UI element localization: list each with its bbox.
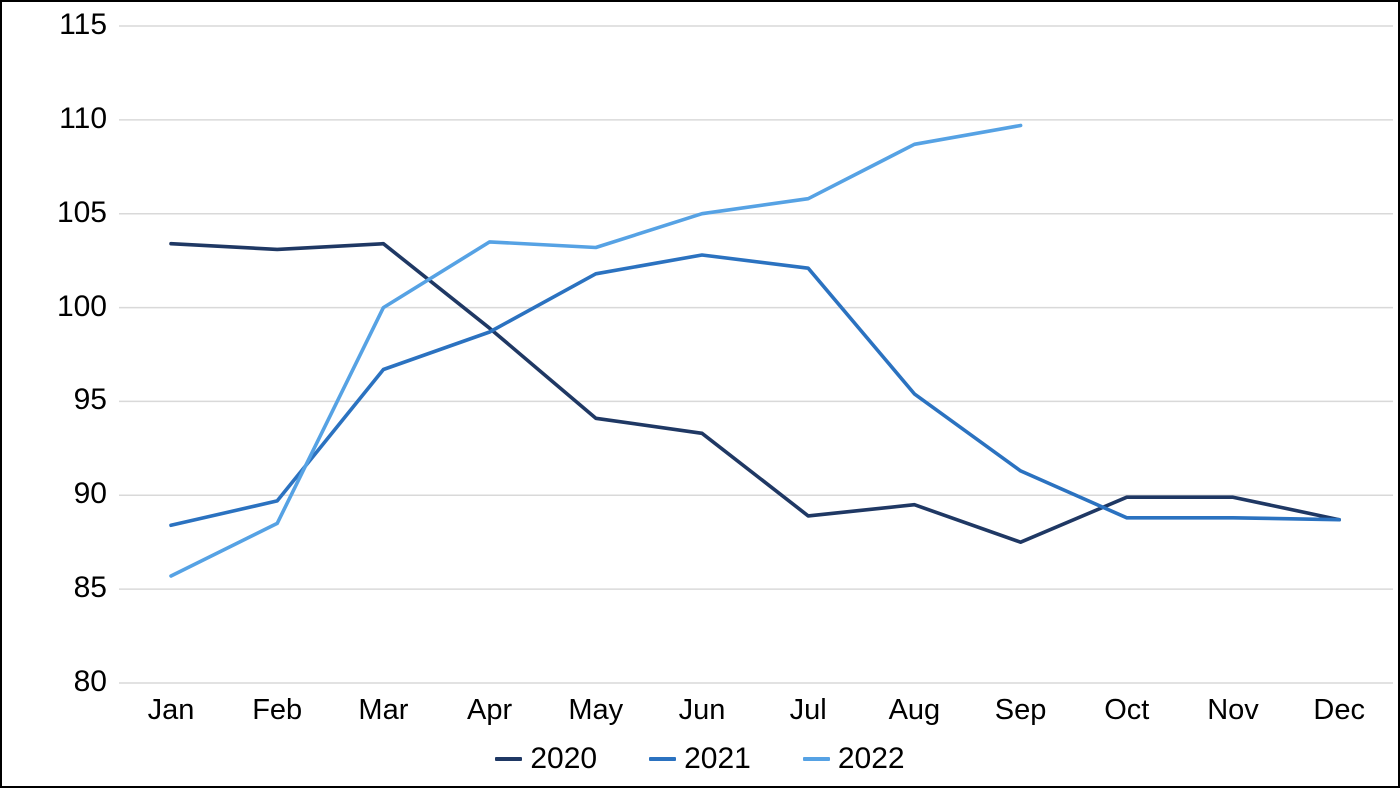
x-axis-tick-label-aug: Aug [888, 694, 941, 726]
x-axis-tick-label-oct: Oct [1104, 694, 1150, 726]
x-axis-tick-label-jul: Jul [789, 694, 827, 726]
y-axis-tick-label-85: 85 [73, 570, 107, 604]
x-axis-tick-label-jun: Jun [678, 694, 726, 726]
x-axis-tick-label-mar: Mar [358, 694, 409, 726]
x-axis-tick-label-jan: Jan [147, 694, 195, 726]
x-axis-tick-label-nov: Nov [1207, 694, 1259, 726]
y-axis-tick-label-100: 100 [56, 289, 107, 323]
y-axis-tick-label-80: 80 [73, 664, 107, 698]
x-axis-tick-label-feb: Feb [252, 694, 303, 726]
y-axis-tick-label-115: 115 [59, 7, 107, 41]
legend-label-2021: 2021 [684, 742, 751, 775]
y-axis-tick-label-95: 95 [73, 383, 107, 417]
legend-label-2020: 2020 [530, 742, 598, 775]
x-axis-tick-label-dec: Dec [1313, 694, 1365, 726]
legend-label-2022: 2022 [837, 742, 905, 775]
legend-marker-2021 [649, 757, 677, 761]
legend-item-2021: 2021 [649, 744, 751, 774]
y-axis-tick-label-105: 105 [56, 195, 107, 229]
series-line-2022 [169, 123, 1023, 578]
legend-item-2022: 2022 [802, 742, 905, 775]
series-line-2020 [169, 241, 1341, 545]
legend-marker-2020 [495, 757, 523, 761]
x-axis-tick-label-apr: Apr [467, 694, 513, 726]
legend-marker-2022 [802, 757, 830, 761]
y-axis-tick-label-110: 110 [59, 101, 107, 135]
series-line-2021 [169, 253, 1341, 528]
legend-item-2020: 2020 [495, 744, 597, 774]
y-axis-tick-label-90: 90 [73, 477, 107, 511]
legend: 2020 2021 2022 [2, 744, 1398, 774]
x-axis-tick-label-sep: Sep [994, 694, 1047, 726]
x-axis-tick-label-may: May [568, 694, 624, 726]
